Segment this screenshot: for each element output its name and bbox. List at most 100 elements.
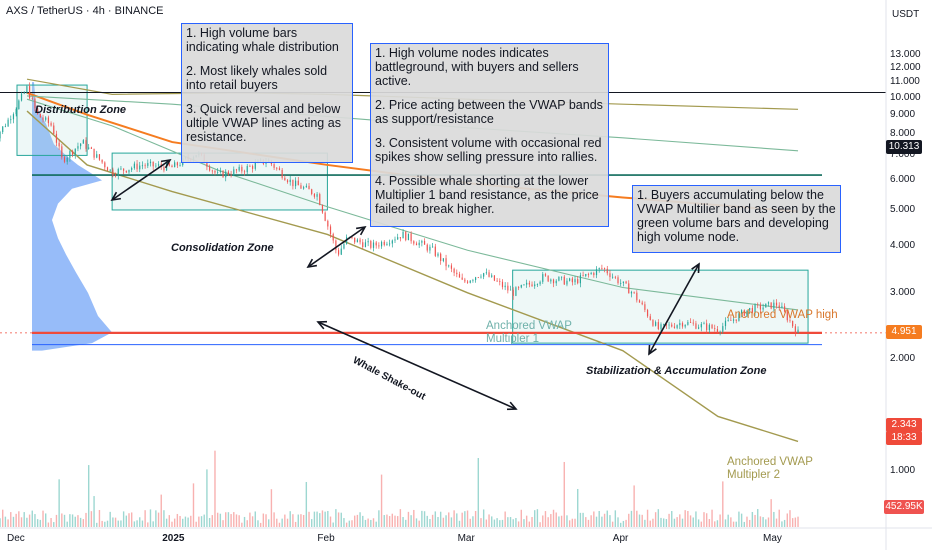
volume-bar xyxy=(652,518,654,527)
candle-body xyxy=(7,119,9,127)
volume-bar xyxy=(743,521,745,527)
series-line-anchored-vwap-high xyxy=(26,91,799,213)
candle-body xyxy=(278,168,281,170)
candle-body xyxy=(625,281,627,284)
volume-bar xyxy=(302,514,305,527)
volume-bar xyxy=(509,517,512,527)
price-axis-tick: 7.000 xyxy=(890,149,916,161)
note-box-consolidation[interactable]: 1. High volume nodes indicates battlegro… xyxy=(370,43,609,227)
candle-body xyxy=(719,331,721,333)
volume-bar xyxy=(61,513,63,527)
candle-body xyxy=(77,146,79,149)
candle-body xyxy=(706,323,708,331)
volume-bar xyxy=(477,458,479,527)
note-line: 1. Buyers accumulating below the VWAP Mu… xyxy=(637,188,836,244)
volume-bar xyxy=(418,520,420,527)
volume-bar xyxy=(4,516,7,527)
candle-body xyxy=(695,323,697,329)
volume-bar xyxy=(681,518,684,527)
volume-bar xyxy=(133,521,136,527)
volume-bar xyxy=(434,511,437,527)
volume-bar xyxy=(727,514,729,527)
volume-bar xyxy=(547,517,549,527)
volume-bar xyxy=(646,509,649,527)
volume-bar xyxy=(165,518,168,527)
volume-bar xyxy=(10,512,12,527)
volume-bar xyxy=(327,510,329,527)
time-axis-tick: Feb xyxy=(317,533,335,544)
volume-bar xyxy=(566,515,568,527)
candle-body xyxy=(117,169,119,176)
volume-bar xyxy=(184,516,187,527)
volume-bar xyxy=(407,511,410,527)
mult2-label: Anchored VWAP Multipler 2 xyxy=(727,456,813,482)
volume-bar xyxy=(504,511,506,527)
candle-body xyxy=(399,237,401,239)
volume-bar xyxy=(515,518,517,527)
volume-bar xyxy=(794,517,797,527)
volume-bar xyxy=(450,517,453,527)
candle-body xyxy=(415,243,418,246)
candle-body xyxy=(375,242,377,246)
candle-body xyxy=(797,329,799,334)
candle-body xyxy=(466,281,469,283)
candle-body xyxy=(98,154,101,160)
volume-bar xyxy=(617,517,619,527)
candle-body xyxy=(104,162,106,168)
volume-bar xyxy=(654,512,657,527)
volume-bar xyxy=(636,510,638,527)
volume-bar xyxy=(372,518,375,527)
volume-bar xyxy=(28,514,31,527)
mult1-label: Anchored VWAP Multipler 1 xyxy=(486,320,572,346)
candle-body xyxy=(423,241,426,245)
volume-bar xyxy=(136,520,138,527)
volume-bar xyxy=(528,521,531,527)
volume-bar xyxy=(50,518,52,527)
volume-bar xyxy=(789,510,791,527)
volume-bar xyxy=(671,511,673,527)
volume-bar xyxy=(249,512,251,527)
vwap-high-label: Anchored VWAP high xyxy=(727,309,838,321)
candle-body xyxy=(668,324,670,326)
candle-body xyxy=(211,170,213,172)
volume-bar xyxy=(673,518,676,527)
currency-label[interactable]: USDT xyxy=(892,9,920,20)
volume-bar xyxy=(71,514,74,527)
volume-bar xyxy=(625,519,627,527)
time-axis-tick: Dec xyxy=(7,533,25,544)
candle-body xyxy=(284,177,286,181)
volume-bar xyxy=(149,509,152,527)
volume-bar xyxy=(507,517,509,527)
volume-bar xyxy=(98,509,101,527)
volume-bar xyxy=(748,519,751,527)
vwap-price-tag: 4.951 xyxy=(886,325,922,339)
candle-body xyxy=(90,147,92,149)
candle-body xyxy=(526,282,528,285)
candle-body xyxy=(714,328,716,330)
candle-body xyxy=(308,185,310,190)
volume-bar xyxy=(493,519,496,527)
candle-body xyxy=(754,304,756,313)
volume-bar xyxy=(724,519,727,527)
volume-bar xyxy=(109,511,111,527)
candle-body xyxy=(746,310,748,316)
note-box-distribution[interactable]: 1. High volume bars indicating whale dis… xyxy=(181,23,353,163)
volume-bar xyxy=(662,518,665,527)
candle-body xyxy=(15,109,17,115)
volume-bar xyxy=(74,516,76,527)
volume-bar xyxy=(243,516,246,527)
volume-bar xyxy=(488,514,490,527)
volume-bar xyxy=(491,516,493,527)
volume-bar xyxy=(375,521,377,527)
candle-body xyxy=(394,239,396,241)
volume-bar xyxy=(525,515,528,527)
volume-bar xyxy=(171,521,173,527)
candle-body xyxy=(222,170,224,178)
volume-bar xyxy=(259,522,262,527)
note-box-accumulation[interactable]: 1. Buyers accumulating below the VWAP Mu… xyxy=(632,185,841,253)
accumulation-zone-label: Stabilization & Accumulation Zone xyxy=(586,365,767,377)
volume-bar xyxy=(114,517,117,527)
candle-body xyxy=(434,246,436,256)
